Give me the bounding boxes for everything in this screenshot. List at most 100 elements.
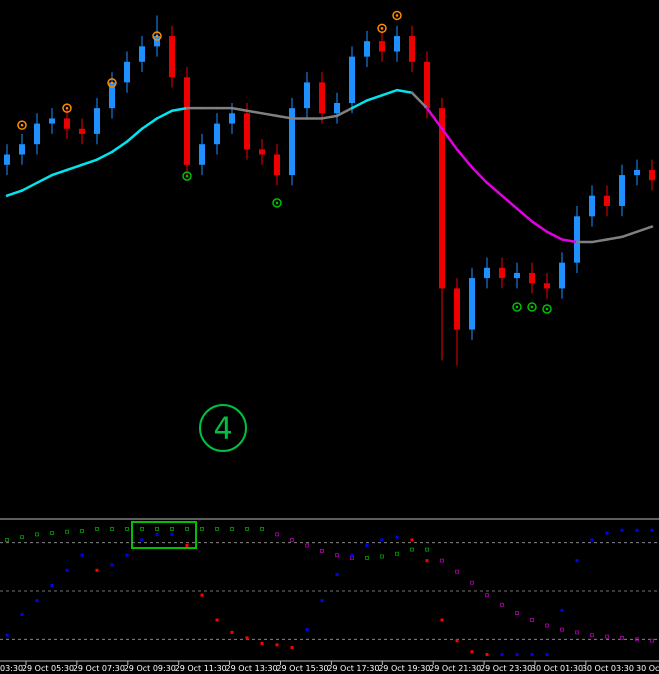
oscillator-fast — [575, 559, 579, 563]
oscillator-fast — [140, 538, 144, 542]
moving-average — [65, 163, 84, 172]
moving-average — [155, 109, 174, 120]
sell-signal — [152, 31, 162, 41]
moving-average — [620, 230, 639, 239]
oscillator-slow — [650, 638, 654, 643]
x-tick-label: 29 Oct 07:30 — [73, 664, 125, 673]
moving-average — [275, 114, 294, 120]
candle-body — [124, 61, 130, 83]
moving-average — [125, 127, 144, 143]
oscillator-slow — [500, 602, 504, 607]
candle-body — [289, 108, 295, 176]
sell-signal-dot — [155, 34, 159, 38]
moving-average — [50, 168, 69, 177]
sell-signal — [17, 120, 27, 130]
buy-signal-dot — [275, 201, 279, 205]
oscillator-slow — [410, 547, 414, 552]
oscillator-fast — [215, 618, 219, 622]
oscillator-slow — [140, 527, 144, 531]
sell-signal — [62, 103, 72, 113]
oscillator-slow — [185, 527, 189, 531]
moving-average — [470, 166, 489, 185]
moving-average — [425, 106, 444, 130]
oscillator-slow — [170, 527, 174, 531]
oscillator-fast — [350, 553, 354, 557]
buy-signal-dot — [530, 305, 534, 309]
oscillator-slow — [380, 554, 384, 559]
oscillator-slow — [320, 549, 324, 553]
oscillator-slow — [425, 547, 429, 552]
candle-body — [394, 36, 400, 52]
moving-average — [380, 88, 399, 97]
x-tick-label: 03:30 — [0, 664, 23, 673]
sell-signal-dot — [65, 106, 69, 110]
moving-average — [95, 150, 114, 161]
oscillator-fast — [590, 538, 594, 542]
moving-average — [170, 106, 189, 112]
buy-signal — [182, 171, 192, 181]
buy-signal — [512, 302, 522, 312]
highlight-box — [131, 521, 197, 549]
oscillator-fast — [455, 639, 459, 643]
candle-body — [589, 195, 595, 217]
moving-average — [590, 238, 609, 244]
oscillator-fast — [485, 652, 489, 656]
oscillator-fast — [5, 633, 9, 637]
oscillator-fast — [110, 563, 114, 567]
oscillator-fast — [335, 572, 339, 576]
oscillator-fast — [410, 538, 414, 542]
moving-average — [5, 189, 24, 197]
moving-average — [560, 238, 579, 244]
oscillator-fast — [305, 628, 309, 632]
oscillator-slow — [485, 593, 489, 598]
oscillator-fast — [560, 608, 564, 612]
candle-body — [154, 36, 160, 47]
candle-body — [79, 128, 85, 134]
candle-body — [364, 41, 370, 57]
candle-body — [199, 144, 205, 165]
candle-body — [634, 169, 640, 176]
annotation-circle — [199, 404, 247, 452]
candle-body — [439, 108, 445, 289]
oscillator-fast — [380, 538, 384, 542]
candle-body — [574, 216, 580, 263]
moving-average — [110, 140, 129, 154]
oscillator-fast — [605, 531, 609, 535]
oscillator-fast — [125, 553, 129, 557]
candle-body — [109, 82, 115, 109]
moving-average — [395, 88, 414, 94]
x-tick-label: 29 Oct 11:30 — [175, 664, 227, 673]
oscillator-slow — [20, 535, 24, 540]
oscillator-fast — [170, 532, 174, 536]
oscillator-fast — [650, 528, 654, 532]
x-tick-label: 30 Oct 01:30 — [531, 664, 583, 673]
oscillator-slow — [455, 569, 459, 574]
moving-average — [335, 106, 354, 118]
candle-body — [649, 169, 655, 181]
oscillator-slow — [5, 538, 9, 542]
oscillator-fast — [635, 528, 639, 532]
oscillator-fast — [95, 568, 99, 572]
annotation-label: 4 — [213, 412, 232, 447]
oscillator-slow — [575, 630, 579, 635]
moving-average — [455, 148, 474, 169]
candle-body — [484, 267, 490, 279]
oscillator-slow — [365, 555, 369, 560]
oscillator-fast — [230, 630, 234, 634]
oscillator-slow — [155, 527, 159, 531]
oscillator-slow — [35, 532, 39, 537]
candle-body — [4, 154, 10, 165]
candle-body — [19, 144, 25, 155]
x-tick-label: 29 Oct 21:30 — [429, 664, 481, 673]
candle-body — [499, 267, 505, 279]
oscillator-slow — [290, 538, 294, 542]
oscillator-fast — [290, 646, 294, 650]
oscillator-slow — [620, 636, 624, 640]
oscillator-slow — [50, 531, 54, 535]
oscillator-fast — [245, 636, 249, 640]
buy-signal-dot — [515, 305, 519, 309]
candle-body — [469, 278, 475, 330]
moving-average — [35, 173, 54, 185]
oscillator-slow — [110, 527, 114, 531]
